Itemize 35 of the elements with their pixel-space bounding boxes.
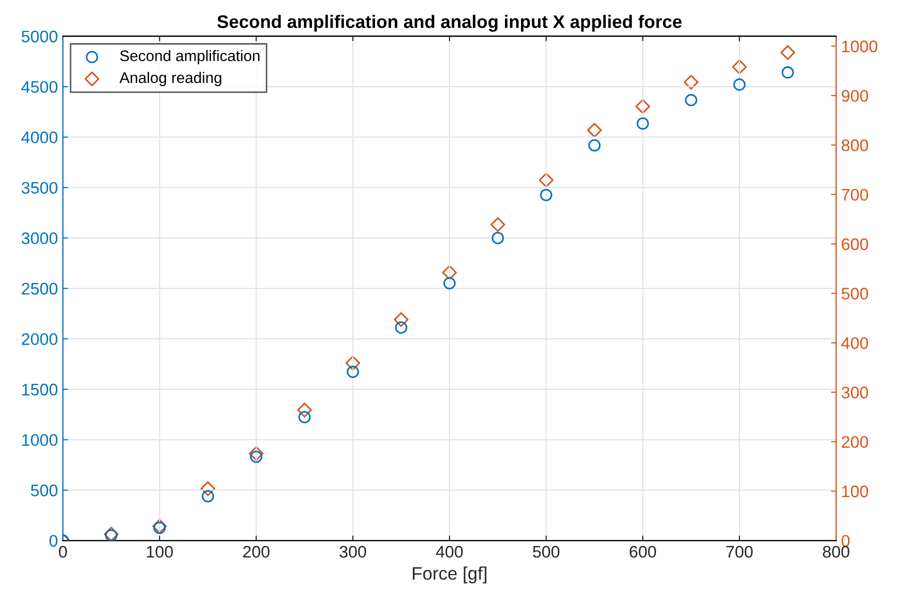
x-tick-label: 200 <box>243 546 270 558</box>
y-tick-label: 2000 <box>22 333 58 346</box>
y2-tick-label: 0 <box>842 534 850 547</box>
y2-tick-label: 100 <box>842 486 868 498</box>
y2-tick-label: 600 <box>842 238 868 250</box>
y-tick-label: 1000 <box>22 434 58 446</box>
y-tick-label: 500 <box>30 484 58 496</box>
y2-tick-label: 500 <box>842 288 868 300</box>
y-tick-label: 1500 <box>22 384 58 396</box>
x-tick-label: 800 <box>822 546 850 558</box>
chart-title: Second amplification and analog input X applied force <box>217 14 682 32</box>
x-axis-title: Force [gf] <box>412 566 486 584</box>
y2-tick-label: 200 <box>842 436 868 448</box>
x-tick-label: 600 <box>630 546 656 558</box>
y2-tick-label: 400 <box>841 337 868 350</box>
y-tick-label: 3000 <box>22 232 58 244</box>
y2-tick-label: 700 <box>842 188 868 201</box>
y2-tick-label: 900 <box>842 90 868 102</box>
y-tick-label: 4000 <box>21 132 58 144</box>
y2-tick-label: 300 <box>842 386 868 398</box>
y2-tick-label: 1000 <box>842 40 878 52</box>
y-tick-label: 5000 <box>22 30 58 42</box>
x-tick-label: 500 <box>532 546 560 558</box>
legend-label: Second amplification <box>120 50 260 64</box>
legend-label: Analog reading <box>119 72 222 86</box>
y-tick-label: 0 <box>49 534 58 547</box>
y-tick-label: 2500 <box>22 282 58 295</box>
y-tick-label: 3500 <box>22 182 58 194</box>
x-tick-label: 700 <box>726 546 753 558</box>
x-tick-label: 400 <box>436 546 463 558</box>
y-tick-label: 4500 <box>21 81 58 93</box>
x-tick-label: 100 <box>146 546 173 558</box>
x-tick-label: 300 <box>340 546 366 558</box>
x-tick-label: 0 <box>58 546 67 558</box>
y2-tick-label: 800 <box>842 139 868 152</box>
